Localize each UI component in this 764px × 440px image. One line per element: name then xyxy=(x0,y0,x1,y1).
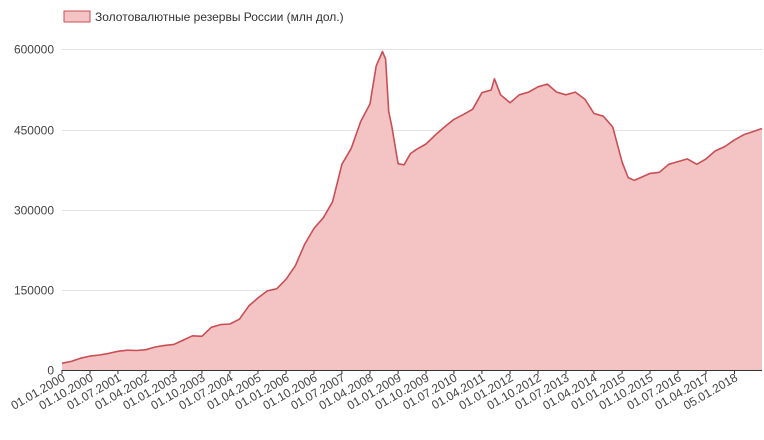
legend-swatch xyxy=(63,10,91,23)
y-tick-label: 0 xyxy=(47,364,54,378)
y-axis: 0 150000 300000 450000 600000 xyxy=(14,43,54,378)
legend: Золотовалютные резервы России (млн дол.) xyxy=(63,10,344,24)
legend-label: Золотовалютные резервы России (млн дол.) xyxy=(95,10,344,24)
series-layer xyxy=(61,50,763,370)
y-tick-label: 600000 xyxy=(14,43,54,57)
y-tick-label: 150000 xyxy=(14,284,54,298)
x-axis: 01.01.200001.10.200001.07.200101.04.2002… xyxy=(8,370,740,413)
series-area xyxy=(62,51,762,370)
y-tick-label: 300000 xyxy=(14,204,54,218)
series-line xyxy=(61,50,763,365)
y-tick-label: 450000 xyxy=(14,124,54,138)
